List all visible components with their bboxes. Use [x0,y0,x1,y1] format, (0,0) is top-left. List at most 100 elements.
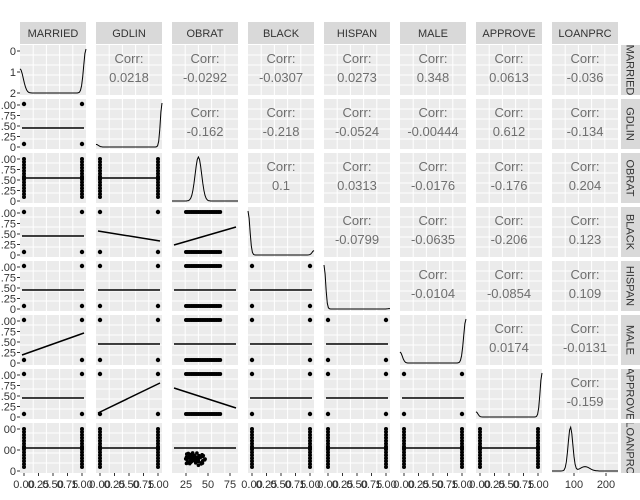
y-tick-label: .00 [1,262,16,274]
scatter-panel [21,371,85,417]
corr-label: Corr: [419,213,448,228]
data-point [308,462,312,467]
data-point [478,441,482,446]
data-point [79,317,85,323]
x-tick-label: 0.00 [393,479,414,491]
corr-label: Corr: [419,267,448,282]
data-point [156,157,160,161]
x-tick-label: 0.00 [469,479,490,491]
data-point [155,249,161,255]
data-point [326,453,330,458]
fit-line [97,382,161,414]
data-point [478,432,482,437]
scatter-panel [249,371,313,417]
data-point [460,441,464,446]
density-curve [552,425,618,472]
data-point [460,429,464,434]
y-tick-label: .75 [1,219,16,231]
panel-background [172,45,238,95]
row-strip-label: HISPAN [624,266,636,306]
corr-value: -0.036 [567,70,604,85]
data-point [155,371,161,377]
data-point [250,435,254,440]
corr-value: -0.0176 [411,178,455,193]
data-point [308,453,312,458]
panel-background [476,207,542,257]
data-point [326,435,330,440]
row-strip-label-group: BLACK [624,214,636,251]
data-point [98,183,102,188]
data-point [478,435,482,440]
data-point [22,165,26,170]
y-tick-label: 0 [10,46,16,58]
data-point [402,462,406,467]
data-point [98,157,102,161]
y-tick-label: .25 [1,240,16,252]
scatter-panel [173,372,237,416]
scatter-panel [21,263,85,309]
corr-label: Corr: [343,105,372,120]
corr-label: Corr: [571,375,600,390]
data-point [80,180,84,185]
data-point [156,453,160,458]
corr-label: Corr: [571,51,600,66]
panel-background [248,153,314,203]
panel-background [552,153,618,203]
corr-label: Corr: [343,159,372,174]
data-point [156,429,160,434]
data-point [460,462,464,467]
data-point [402,427,406,431]
data-point [250,456,254,461]
density-curve [95,102,163,148]
corr-label: Corr: [343,51,372,66]
corr-label: Corr: [571,267,600,282]
data-point [80,192,84,197]
y-tick-label: .75 [1,327,16,339]
y-tick-label: .00 [1,154,16,166]
row-strip-label-group: APPROVE [624,369,636,419]
panel-background [400,45,466,95]
row-strip-male [621,315,640,365]
scatter-panel [326,427,388,469]
data-point [97,317,103,323]
data-point [218,318,223,322]
data-point [156,427,160,431]
data-point [80,441,84,446]
data-point [402,432,406,437]
corr-value: -0.159 [567,394,604,409]
row-strip-label-group: LOANPRC [624,423,636,473]
data-point [79,209,85,215]
data-point [250,459,254,464]
panel-background [324,369,390,419]
x-tick-label: 0.50 [346,479,367,491]
y-tick-label: .75 [1,111,16,123]
data-point [22,171,26,176]
y-tick-label: .00 [1,316,16,328]
corr-label: Corr: [419,105,448,120]
data-point [307,357,313,363]
data-point [156,162,160,167]
data-point [98,168,102,173]
corr-value: -0.00444 [407,124,458,139]
scatter-panel [21,101,85,147]
panel-background [96,45,162,95]
data-point [97,263,103,269]
data-point [22,427,26,431]
column-strip-label: APPROVE [482,28,535,40]
data-point [478,465,482,469]
corr-value: -0.0635 [411,232,455,247]
data-point [22,162,26,167]
panel-background [476,99,542,149]
data-point [326,429,330,434]
data-point [460,456,464,461]
data-point [22,456,26,461]
data-point [478,459,482,464]
density-curve [323,264,390,310]
data-point [478,450,482,455]
data-point [384,456,388,461]
corr-label: Corr: [495,51,524,66]
corr-value: -0.0524 [335,124,379,139]
corr-value: -0.0104 [411,286,455,301]
data-point [80,157,84,161]
